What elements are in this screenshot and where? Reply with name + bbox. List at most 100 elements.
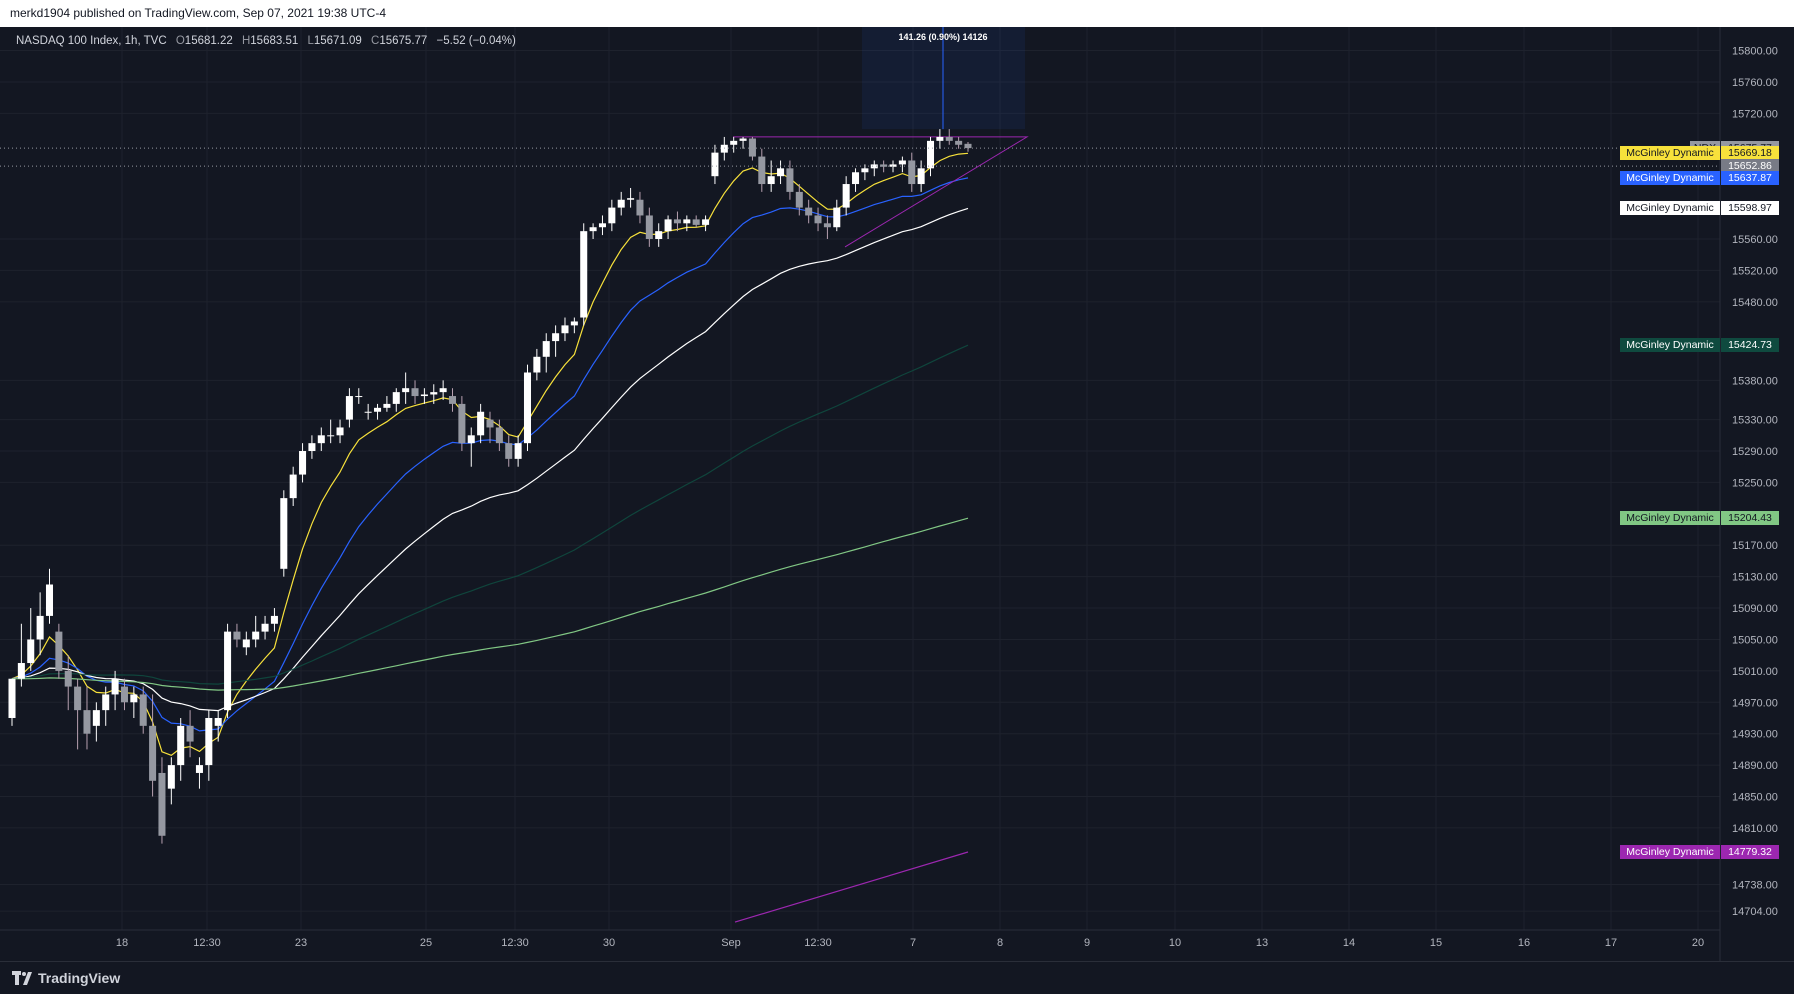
- candle: [289, 474, 297, 499]
- mcginley-line: [734, 851, 969, 923]
- footer-bar: TradingView: [0, 961, 1794, 994]
- candle: [430, 392, 438, 395]
- candle: [495, 427, 503, 444]
- candle: [420, 394, 428, 397]
- candle: [692, 219, 700, 225]
- candle: [64, 670, 72, 687]
- price-value-label: 15637.87: [1721, 170, 1779, 185]
- time-tick-label: 12:30: [193, 937, 221, 949]
- measure-label: 141.26 (0.90%) 14126: [898, 32, 987, 42]
- candle: [111, 678, 119, 695]
- candle: [533, 356, 541, 373]
- price-tick-label: 15050.00: [1732, 634, 1778, 646]
- candle: [74, 686, 82, 711]
- indicator-name-label: McGinley Dynamic: [1620, 338, 1720, 353]
- candle: [627, 198, 635, 200]
- candle: [195, 765, 203, 773]
- candle: [842, 184, 850, 208]
- candle: [467, 435, 475, 444]
- candle: [402, 388, 410, 393]
- mcginley-line: [11, 207, 969, 712]
- candle: [673, 219, 681, 224]
- price-tick-label: 15290.00: [1732, 446, 1778, 458]
- candle: [786, 168, 794, 192]
- price-tick-label: 15380.00: [1732, 375, 1778, 387]
- candle: [17, 663, 25, 679]
- candle: [149, 725, 157, 781]
- price-value-label: 15598.97: [1721, 201, 1779, 216]
- price-tick-label: 15250.00: [1732, 477, 1778, 489]
- time-tick-label: 12:30: [804, 937, 832, 949]
- candle: [589, 227, 597, 232]
- price-tick-label: 15800.00: [1732, 46, 1778, 58]
- legend-high: 15683.51: [250, 35, 299, 47]
- candle: [636, 199, 644, 216]
- candle: [374, 407, 382, 412]
- price-tick-label: 15090.00: [1732, 603, 1778, 615]
- legend-symbol: NASDAQ 100 Index, 1h, TVC: [16, 35, 167, 47]
- candle: [308, 443, 316, 452]
- time-tick-label: 15: [1430, 937, 1442, 949]
- price-tick-label: 15170.00: [1732, 540, 1778, 552]
- tradingview-logo-text: TradingView: [38, 970, 121, 986]
- candlestick-chart[interactable]: 141.26 (0.90%) 14126 15800.00 15760.00 15 7 2…: [0, 27, 1794, 961]
- candle: [92, 710, 100, 726]
- mcginley-line: [11, 344, 969, 685]
- candle: [252, 631, 260, 640]
- price-tick-label: 14704.00: [1732, 906, 1778, 918]
- price-value-label: 15204.43: [1721, 511, 1779, 526]
- candle: [383, 403, 391, 408]
- candle: [823, 223, 831, 228]
- candle: [177, 725, 185, 766]
- candle: [45, 584, 54, 616]
- mcginley-line: [11, 152, 969, 756]
- price-tick-label: 15130.00: [1732, 572, 1778, 584]
- price-tick-label: 15480.00: [1732, 297, 1778, 309]
- candle: [955, 140, 963, 145]
- candle: [523, 372, 532, 444]
- tradingview-logo[interactable]: TradingView: [12, 970, 120, 986]
- time-tick-label: 17: [1605, 937, 1617, 949]
- candle: [795, 191, 803, 208]
- time-tick-label: 9: [1084, 937, 1090, 949]
- candle: [608, 207, 616, 224]
- indicator-name-label: McGinley Dynamic: [1620, 511, 1720, 526]
- candle: [280, 498, 288, 569]
- indicator-name-label: McGinley Dynamic: [1620, 170, 1720, 185]
- candle: [36, 615, 44, 640]
- time-tick-label: 7: [910, 937, 916, 949]
- legend-low-label: L: [307, 35, 314, 47]
- published-text: merkd1904 published on TradingView.com, …: [10, 6, 387, 20]
- published-header: merkd1904 published on TradingView.com, …: [0, 0, 1794, 27]
- time-tick-label: 20: [1692, 937, 1704, 949]
- candle: [55, 631, 63, 671]
- indicator-name-label: McGinley Dynamic: [1620, 201, 1720, 216]
- price-value-label: 15669.18: [1721, 146, 1779, 161]
- candle: [598, 223, 606, 228]
- time-tick-label: 23: [295, 937, 307, 949]
- indicator-name-label: McGinley Dynamic: [1620, 146, 1720, 161]
- candle: [299, 451, 307, 475]
- price-tick-label: 15760.00: [1732, 77, 1778, 89]
- candle: [458, 403, 466, 444]
- candle: [945, 136, 953, 141]
- candle: [964, 143, 972, 149]
- candle: [739, 138, 747, 141]
- candle: [570, 321, 578, 326]
- time-tick-label: 10: [1169, 937, 1181, 949]
- candle: [83, 710, 91, 734]
- chart-pane[interactable]: 141.26 (0.90%) 14126 15800.00 15760.00 15 7 2…: [0, 27, 1794, 961]
- candle: [130, 694, 138, 703]
- candle: [805, 207, 813, 216]
- candle: [102, 694, 110, 711]
- candle: [720, 144, 728, 153]
- candle: [664, 219, 672, 232]
- candle: [580, 231, 588, 318]
- candle: [936, 136, 944, 141]
- candle: [270, 615, 278, 624]
- candle: [167, 765, 175, 789]
- symbol-legend: NASDAQ 100 Index, 1h, TVC O15681.22 H156…: [16, 35, 516, 47]
- price-tick-label: 15330.00: [1732, 415, 1778, 427]
- price-tick-label: 14970.00: [1732, 697, 1778, 709]
- legend-change: −5.52 (−0.04%): [436, 35, 516, 47]
